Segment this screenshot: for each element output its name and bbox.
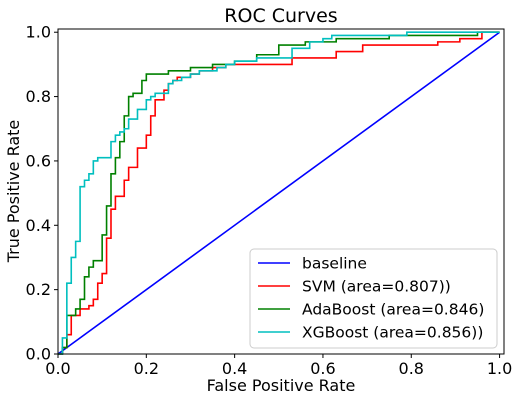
- x-tick-label: 1.0: [487, 359, 512, 378]
- y-tick-label: 0.2: [26, 280, 51, 299]
- y-tick-label: 0.6: [26, 151, 51, 170]
- legend: baseline SVM (area=0.807)) AdaBoost (area=…: [249, 248, 498, 349]
- chart-title: ROC Curves: [224, 5, 337, 27]
- y-axis-ticks: 0.0 0.2 0.4 0.6 0.8 1.0: [26, 23, 58, 364]
- y-axis-label: True Positive Rate: [4, 120, 23, 264]
- legend-label-2: AdaBoost (area=0.846): [302, 301, 484, 319]
- y-tick-label: 0.4: [26, 216, 51, 235]
- legend-label-1: SVM (area=0.807)): [302, 278, 451, 296]
- legend-label-0: baseline: [302, 255, 367, 273]
- x-axis-ticks: 0.0 0.2 0.4 0.6 0.8 1.0: [45, 354, 512, 378]
- plot-border: [57, 28, 505, 355]
- series-line-0: [57, 31, 501, 355]
- x-tick-label: 0.6: [310, 359, 335, 378]
- x-tick-label: 0.0: [45, 359, 70, 378]
- y-tick-label: 0.8: [26, 87, 51, 106]
- x-tick-label: 0.8: [399, 359, 424, 378]
- legend-label-3: XGBoost (area=0.856)): [302, 324, 483, 342]
- x-axis-label: False Positive Rate: [207, 376, 356, 395]
- series-line-3: [58, 31, 500, 355]
- legend-items: baseline SVM (area=0.807)) AdaBoost (area=…: [258, 255, 484, 342]
- x-tick-label: 0.2: [134, 359, 159, 378]
- y-tick-label: 1.0: [26, 23, 51, 42]
- legend-box: [249, 248, 498, 349]
- series-line-1: [58, 31, 500, 355]
- y-tick-label: 0.0: [26, 345, 51, 364]
- x-tick-label: 0.4: [222, 359, 247, 378]
- series-layer: [57, 31, 501, 355]
- series-line-2: [58, 31, 500, 355]
